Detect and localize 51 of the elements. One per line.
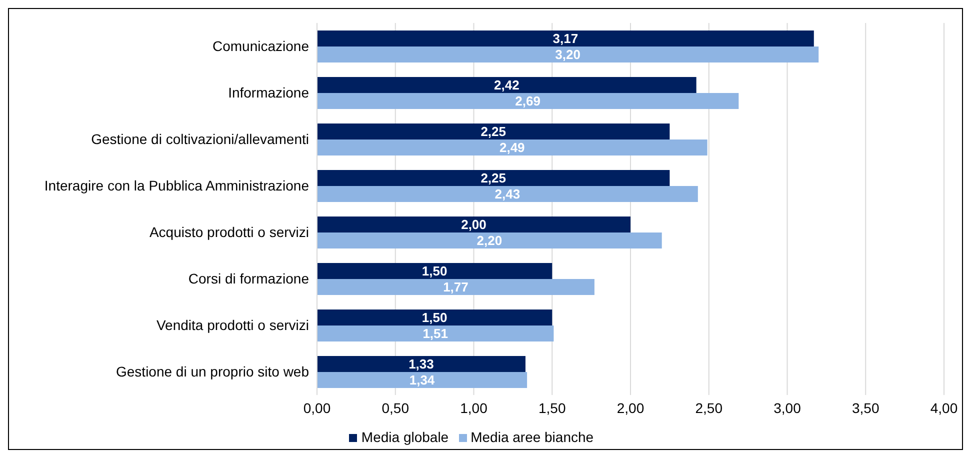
bar xyxy=(317,123,670,140)
data-label: 2,25 xyxy=(480,170,506,186)
data-label: 1,50 xyxy=(422,310,448,326)
bar xyxy=(317,372,528,388)
data-label: 1,77 xyxy=(443,280,468,295)
bar xyxy=(317,278,594,295)
x-tick-label: 2,50 xyxy=(695,400,723,416)
data-label: 2,43 xyxy=(494,186,520,202)
y-tick-label: Corsi di formazione xyxy=(188,270,310,287)
bar xyxy=(317,76,696,93)
x-tick-label: 2,00 xyxy=(616,400,644,416)
y-tick-label: Interagire con la Pubblica Amministrazione xyxy=(44,178,310,194)
y-tick-label: Vendita prodotti o servizi xyxy=(156,317,309,334)
data-label: 2,49 xyxy=(499,140,525,156)
bar xyxy=(317,170,670,186)
bar xyxy=(317,216,630,232)
data-label: 1,34 xyxy=(409,372,436,388)
y-tick-label: Informazione xyxy=(228,84,310,101)
x-tick-label: 1,50 xyxy=(538,400,566,416)
bar xyxy=(317,92,739,109)
y-tick-label: Comunicazione xyxy=(212,38,310,54)
data-label: 2,25 xyxy=(480,124,506,140)
data-label: 1,51 xyxy=(422,326,448,342)
y-tick-label: Acquisto prodotti o servizi xyxy=(149,224,309,240)
data-label: 2,69 xyxy=(515,94,540,109)
data-label: 1,33 xyxy=(408,356,434,372)
x-tick-label: 0,00 xyxy=(303,400,331,416)
data-label: 2,42 xyxy=(494,78,520,93)
data-label: 3,20 xyxy=(555,47,580,62)
y-tick-label: Gestione di coltivazioni/allevamenti xyxy=(91,131,309,148)
data-label: 2,20 xyxy=(476,233,502,248)
data-label: 1,50 xyxy=(422,264,448,279)
bar xyxy=(317,30,814,46)
bar xyxy=(317,232,662,248)
legend-label: Media aree bianche xyxy=(470,429,594,445)
bar xyxy=(317,262,552,279)
data-label: 2,00 xyxy=(461,217,486,232)
x-tick-label: 3,50 xyxy=(852,400,880,416)
x-tick-label: 1,00 xyxy=(460,400,488,416)
x-tick-label: 3,00 xyxy=(774,400,802,416)
bar xyxy=(317,186,698,202)
bar xyxy=(317,356,526,372)
bar xyxy=(317,325,554,342)
bar xyxy=(317,139,708,156)
y-tick-label: Gestione di un proprio sito web xyxy=(116,364,310,380)
legend-label: Media globale xyxy=(361,429,449,445)
x-tick-label: 0,50 xyxy=(382,400,410,416)
x-tick-label: 4,00 xyxy=(930,400,958,416)
bar xyxy=(317,46,819,62)
bar xyxy=(317,309,552,326)
data-label: 3,17 xyxy=(552,31,578,46)
